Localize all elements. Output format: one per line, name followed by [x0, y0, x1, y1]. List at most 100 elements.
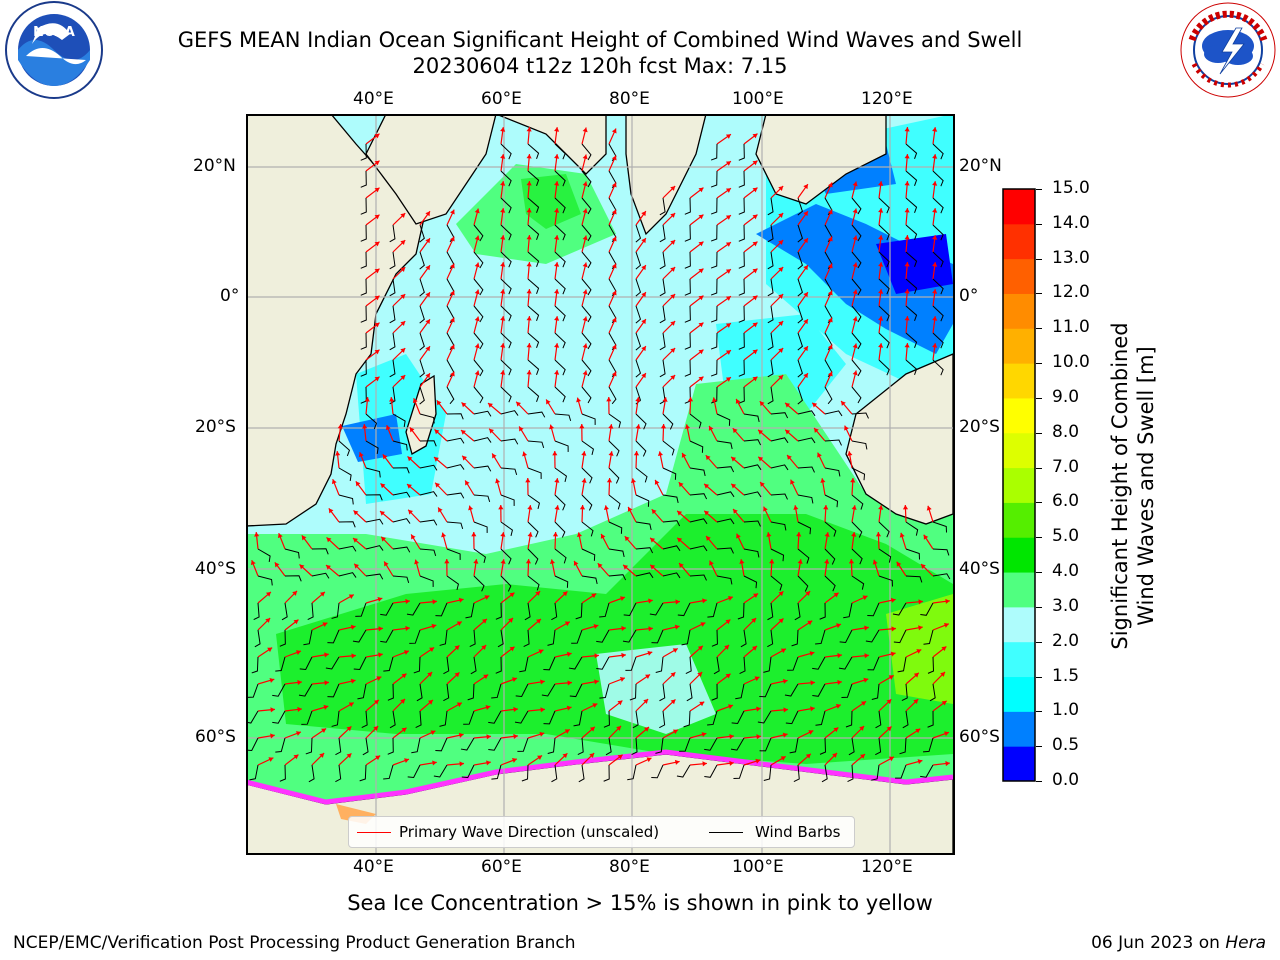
lon-label-bottom: 40°E: [353, 857, 394, 877]
wave-arrow-head: [407, 484, 412, 489]
wind-barb: [253, 602, 260, 621]
wave-arrow-head: [513, 733, 518, 739]
wind-barb: [878, 359, 890, 376]
wind-barb: [308, 764, 315, 783]
wave-arrow-head: [785, 402, 791, 408]
wave-arrow-head: [425, 265, 430, 271]
wind-barb: [467, 683, 475, 701]
wind-barb: [473, 465, 492, 472]
wave-arrow-head: [824, 559, 830, 564]
wave-arrow-head: [449, 344, 455, 350]
wave-arrow-head: [817, 452, 822, 458]
wave-arrow-head: [699, 701, 705, 707]
wave-arrow-head: [373, 699, 379, 705]
wave-arrow-head: [787, 454, 792, 460]
wind-barb: [419, 251, 425, 270]
wave-arrow-head: [611, 371, 617, 377]
wind-barb: [603, 764, 610, 782]
wind-barb: [311, 572, 330, 579]
wind-barb: [739, 656, 746, 674]
wind-barb: [301, 710, 313, 725]
wind-barb: [446, 548, 461, 560]
wave-arrow-head: [414, 559, 420, 565]
wave-arrow-head: [354, 563, 360, 569]
wind-barb: [875, 737, 882, 756]
wave-arrow-head: [526, 316, 532, 321]
wind-barb: [716, 413, 731, 426]
wave-height-map: [246, 114, 955, 855]
wave-arrow-head: [483, 674, 489, 680]
wind-barb: [361, 710, 368, 729]
wave-arrow-head: [427, 672, 433, 677]
wave-arrow-head: [582, 289, 588, 295]
wave-arrow-head: [374, 187, 380, 193]
wave-arrow-head: [331, 479, 337, 485]
wind-barb: [797, 197, 803, 216]
wind-barb: [716, 518, 735, 525]
wave-arrow-head: [852, 343, 858, 349]
wave-arrow-head: [698, 241, 704, 247]
wave-arrow-head: [902, 505, 909, 510]
wave-arrow-head: [471, 532, 477, 537]
wave-arrow-head: [670, 186, 676, 191]
wave-arrow-head: [739, 559, 745, 564]
wind-barb: [716, 466, 735, 473]
wind-barb: [491, 764, 502, 780]
wind-barb: [500, 438, 519, 445]
wave-arrow-head: [803, 373, 808, 379]
wave-arrow-head: [681, 452, 687, 458]
wind-barb: [738, 224, 745, 242]
colorbar-cell: [1003, 641, 1035, 678]
wind-barb: [554, 224, 566, 241]
wind-barb: [470, 656, 477, 675]
wind-barb: [469, 629, 476, 648]
colorbar-cell: [1003, 432, 1035, 469]
wave-arrow-head: [268, 757, 274, 762]
wind-barb: [500, 278, 512, 295]
wave-arrow-head: [554, 235, 560, 240]
wave-arrow-head: [697, 645, 703, 651]
wind-barb: [387, 737, 394, 755]
colorbar-cell: [1003, 502, 1035, 538]
wind-barb: [794, 602, 801, 621]
wind-barb: [635, 413, 647, 430]
wave-arrow-head: [512, 677, 517, 683]
wave-arrow-head: [778, 591, 784, 597]
wind-barb: [757, 710, 772, 724]
wave-arrow-head: [374, 376, 380, 382]
wave-arrow-head: [324, 680, 329, 686]
wave-arrow-head: [554, 127, 560, 132]
wave-arrow-head: [474, 370, 480, 376]
colorbar-tick-mark: [1036, 363, 1042, 365]
wave-arrow-head: [429, 647, 435, 653]
wind-barb: [767, 278, 774, 297]
wave-arrow-head: [321, 728, 327, 734]
wave-arrow-head: [783, 707, 788, 713]
wind-barb: [473, 386, 484, 404]
wave-arrow-head: [549, 424, 555, 430]
wave-arrow-head: [293, 754, 299, 760]
wave-arrow-head: [704, 510, 710, 516]
wave-arrow-head: [296, 650, 301, 655]
wind-barb: [446, 521, 464, 530]
wave-arrow-head: [458, 732, 464, 738]
wind-barb: [713, 656, 720, 675]
wave-arrow-head: [698, 376, 704, 382]
wind-barb: [254, 629, 261, 648]
wave-arrow-head: [611, 236, 617, 242]
wind-barb: [338, 440, 351, 457]
wind-barb: [878, 224, 890, 241]
wind-barb: [551, 764, 558, 783]
wind-barb: [851, 467, 866, 481]
wave-arrow-head: [932, 316, 938, 321]
wind-barb: [416, 683, 423, 702]
wind-barb: [797, 305, 803, 324]
wind-barb: [871, 683, 880, 701]
wave-arrow-head: [611, 155, 617, 161]
wave-arrow-head: [509, 592, 515, 598]
wave-arrow-head: [650, 564, 656, 570]
wind-barb: [871, 764, 880, 781]
wind-barb-legend-label: Wind Barbs: [755, 823, 841, 841]
colorbar-cell: [1003, 258, 1035, 294]
wind-barb: [843, 602, 853, 619]
